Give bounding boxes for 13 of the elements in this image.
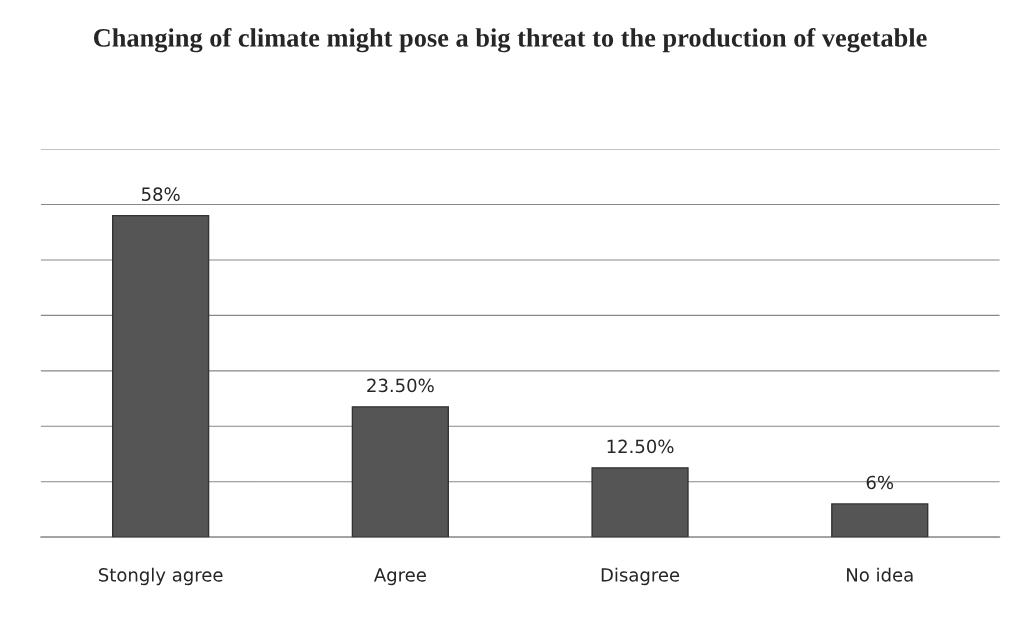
bar (831, 503, 929, 538)
x-tick-label: Disagree (601, 567, 680, 586)
data-label: 58% (141, 187, 180, 201)
data-label: 6% (866, 475, 894, 490)
chart-title: Changing of climate might pose a big threat to the production of vegetable (93, 27, 927, 53)
bar (351, 406, 449, 538)
x-tick-label: Stongly agree (98, 567, 223, 586)
data-label: 23.50% (367, 378, 434, 393)
bar (591, 467, 689, 538)
x-tick-label: No idea (847, 567, 913, 582)
bar (112, 214, 210, 538)
x-tick-label: Agree (373, 568, 426, 586)
data-label: 12.50% (607, 439, 674, 454)
